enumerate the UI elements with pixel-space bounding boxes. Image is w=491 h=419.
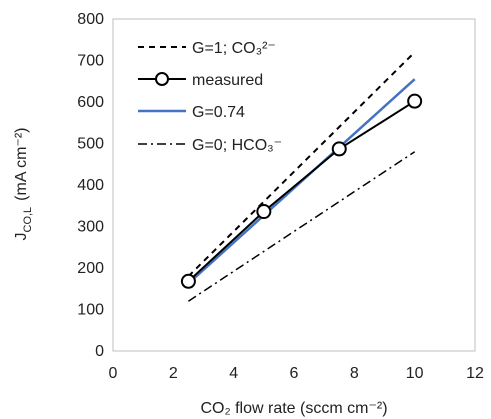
y-axis-label: JCO,L (mA cm⁻²)	[13, 127, 34, 240]
x-tick-label: 2	[169, 365, 178, 382]
y-tick-label: 700	[77, 53, 104, 70]
legend-label-g0: G=0; HCO₃⁻	[192, 137, 282, 154]
y-tick-label: 300	[77, 219, 104, 236]
series-1	[180, 93, 423, 289]
x-axis-label: CO₂ flow rate (sccm cm⁻²)	[200, 400, 387, 417]
y-tick-label: 200	[77, 260, 104, 277]
plot-border	[112, 18, 476, 352]
y-tick-label: 800	[77, 11, 104, 28]
legend-marker-measured	[155, 72, 169, 86]
x-tick-label: 4	[229, 365, 238, 382]
series-layer	[180, 51, 423, 302]
y-tick-label: 100	[77, 302, 104, 319]
legend-label-g1: G=1; CO₃²⁻	[192, 40, 276, 57]
data-point	[331, 141, 347, 157]
svg-text:JCO,L(mA cm⁻²): JCO,L (mA cm⁻²)	[13, 127, 34, 240]
x-tick-label: 12	[466, 365, 484, 382]
series-0	[187, 51, 416, 278]
series-3	[187, 151, 416, 302]
data-point	[256, 204, 272, 220]
x-tick-label: 0	[109, 365, 118, 382]
y-tick-label: 0	[95, 343, 104, 360]
series-line	[187, 51, 416, 278]
legend-label-measured: measured	[192, 72, 263, 89]
y-axis-label-units: (mA cm⁻²)	[13, 127, 30, 200]
x-tick-label: 10	[406, 365, 424, 382]
tick-labels: 0 2 4 6 8 10 12 0 100 200 300 400 500 600 700 800	[77, 11, 484, 382]
series-line	[187, 100, 416, 283]
y-axis-label-symbol: J	[13, 233, 30, 241]
x-tick-label: 8	[350, 365, 359, 382]
y-tick-label: 500	[77, 136, 104, 153]
legend-label-g074: G=0.74	[192, 104, 245, 121]
data-point	[180, 273, 196, 289]
data-point	[407, 93, 423, 109]
series-line	[187, 151, 416, 302]
x-tick-label: 6	[290, 365, 299, 382]
plot-area	[112, 18, 476, 352]
y-axis-label-subscript: CO,L	[22, 207, 34, 233]
legend: G=1; CO₃²⁻ measured G=0.74 G=0; HCO₃⁻	[138, 40, 282, 154]
y-tick-label: 600	[77, 94, 104, 111]
y-tick-label: 400	[77, 177, 104, 194]
